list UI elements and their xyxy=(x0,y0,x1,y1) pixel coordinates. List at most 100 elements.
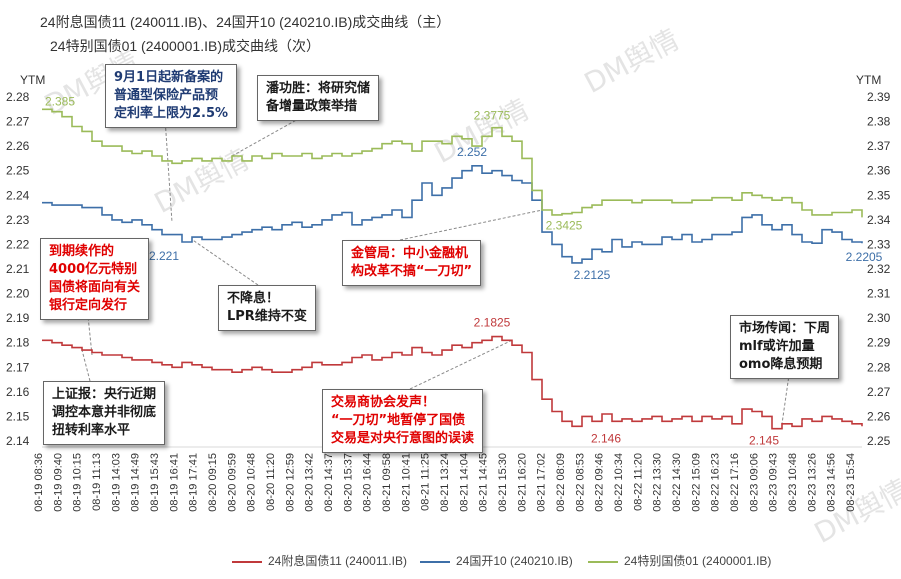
right-tick-label: 2.30 xyxy=(867,311,891,325)
chart-title-secondary: 24特别国债01 (2400001.IB)成交曲线（次） xyxy=(50,38,320,54)
data-label: 2.2205 xyxy=(846,250,883,264)
x-tick-label: 08-22 09:46 xyxy=(594,453,606,512)
x-tick-label: 08-20 12:59 xyxy=(284,453,296,512)
callout-market-rumor: 市场传闻：下周 mlf或许加量 omo降息预期 xyxy=(730,315,840,379)
x-tick-label: 08-20 14:37 xyxy=(323,453,335,512)
left-tick-label: 2.23 xyxy=(6,213,30,227)
x-tick-label: 08-23 10:48 xyxy=(787,453,799,512)
left-tick-label: 2.16 xyxy=(6,385,30,399)
x-tick-label: 08-19 11:13 xyxy=(91,453,103,511)
callout-line: 潘功胜：将研究储 xyxy=(266,81,371,96)
x-tick-label: 08-21 10:41 xyxy=(400,453,412,512)
x-tick-label: 08-19 15:43 xyxy=(149,453,161,512)
legend-item-series-1: 24附息国债11 (240011.IB) xyxy=(232,552,407,569)
right-tick-label: 2.25 xyxy=(867,434,891,448)
callout-special-bond: 到期续作的 4000亿元特别 国债将面向有关 银行定向发行 xyxy=(40,238,150,320)
callout-line: 不降息！ xyxy=(227,291,280,306)
data-label: 2.145 xyxy=(749,434,779,448)
right-axis-title: YTM xyxy=(856,73,881,87)
x-tick-label: 08-23 15:54 xyxy=(845,453,857,512)
series-line-1 xyxy=(42,335,863,430)
left-tick-label: 2.28 xyxy=(6,90,30,104)
left-tick-label: 2.17 xyxy=(6,360,30,374)
right-tick-label: 2.28 xyxy=(867,360,891,374)
left-tick-label: 2.15 xyxy=(6,409,30,423)
right-tick-label: 2.29 xyxy=(867,336,891,350)
x-tick-label: 08-23 13:26 xyxy=(806,453,818,512)
callout-connector xyxy=(399,209,543,241)
x-tick-label: 08-21 13:24 xyxy=(439,453,451,512)
x-tick-label: 08-22 10:34 xyxy=(613,453,625,512)
x-tick-label: 08-22 08:09 xyxy=(555,453,567,512)
legend-label: 24国开10 (240210.IB) xyxy=(456,554,573,568)
callout-pan-gongsheng: 潘功胜：将研究储 备增量政策举措 xyxy=(257,75,380,121)
callout-line: 普通型保险产品预 xyxy=(114,88,219,103)
x-tick-label: 08-19 09:40 xyxy=(52,453,64,512)
x-tick-label: 08-20 15:37 xyxy=(342,453,354,512)
right-tick-label: 2.32 xyxy=(867,262,891,276)
callout-line: 到期续作的 xyxy=(49,244,115,259)
left-tick-label: 2.20 xyxy=(6,287,30,301)
data-label: 2.385 xyxy=(45,94,75,108)
callout-line: 扭转利率水平 xyxy=(52,423,131,438)
x-tick-label: 08-21 17:02 xyxy=(536,453,548,512)
callout-lpr: 不降息！ LPR维持不变 xyxy=(218,285,316,331)
x-tick-label: 08-21 16:20 xyxy=(516,453,528,512)
series-line-3 xyxy=(42,108,863,218)
callout-line: 银行定向发行 xyxy=(49,298,128,313)
x-tick-label: 08-21 11:25 xyxy=(420,453,432,511)
x-tick-label: 08-19 16:41 xyxy=(168,453,180,512)
callout-connector xyxy=(231,117,301,157)
callout-connector xyxy=(781,367,791,424)
legend-label: 24特别国债01 (2400001.IB) xyxy=(624,554,772,568)
right-tick-label: 2.36 xyxy=(867,164,891,178)
left-tick-label: 2.21 xyxy=(6,262,30,276)
left-tick-label: 2.27 xyxy=(6,115,30,129)
callout-line: omo降息预期 xyxy=(739,357,823,372)
callout-line: “一刀切”地暂停了国债 xyxy=(331,413,466,428)
callout-line: 国债将面向有关 xyxy=(49,280,141,295)
data-label: 2.221 xyxy=(149,249,179,263)
right-tick-label: 2.39 xyxy=(867,90,891,104)
right-tick-label: 2.27 xyxy=(867,385,891,399)
legend-swatch xyxy=(420,560,450,563)
x-tick-label: 08-19 14:49 xyxy=(130,453,142,512)
x-tick-label: 08-22 14:30 xyxy=(671,453,683,512)
x-tick-label: 08-20 16:44 xyxy=(362,453,374,512)
right-tick-label: 2.38 xyxy=(867,115,891,129)
callout-line: 4000亿元特别 xyxy=(49,262,138,277)
left-axis-title: YTM xyxy=(20,73,45,87)
callout-line: 交易是对央行意图的误读 xyxy=(331,431,475,446)
x-tick-label: 08-20 10:48 xyxy=(246,453,258,512)
callout-connector xyxy=(409,339,513,390)
callout-connector xyxy=(191,239,259,286)
data-label: 2.2125 xyxy=(574,268,611,282)
x-tick-label: 08-22 11:20 xyxy=(632,453,644,511)
x-tick-label: 08-22 15:09 xyxy=(690,453,702,512)
callout-line: 备增量政策举措 xyxy=(266,99,358,114)
data-label: 2.146 xyxy=(591,431,621,445)
right-tick-label: 2.35 xyxy=(867,188,891,202)
callout-line: 上证报：央行近期 xyxy=(52,387,157,402)
left-tick-label: 2.22 xyxy=(6,237,30,251)
data-label: 2.3775 xyxy=(474,109,511,123)
x-tick-label: 08-20 09:15 xyxy=(207,453,219,512)
legend-swatch xyxy=(588,560,618,563)
callout-sse-news: 上证报：央行近期 调控本意并非彻底 扭转利率水平 xyxy=(43,381,166,445)
x-tick-label: 08-21 14:45 xyxy=(478,453,490,512)
legend-label: 24附息国债11 (240011.IB) xyxy=(268,554,407,568)
x-tick-label: 08-22 17:16 xyxy=(729,453,741,512)
chart-title-primary: 24附息国债11 (240011.IB)、24国开10 (240210.IB)成… xyxy=(40,14,451,30)
x-tick-label: 08-21 14:04 xyxy=(458,453,470,512)
x-tick-label: 08-19 08:36 xyxy=(33,453,45,512)
x-tick-label: 08-22 16:23 xyxy=(710,453,722,512)
right-tick-label: 2.31 xyxy=(867,287,891,301)
callout-line: 9月1日起新备案的 xyxy=(114,70,224,85)
legend-item-series-3: 24特别国债01 (2400001.IB) xyxy=(588,552,771,569)
data-label: 2.3425 xyxy=(546,219,583,233)
callout-connector xyxy=(164,117,173,223)
legend-swatch xyxy=(232,560,262,563)
left-tick-label: 2.26 xyxy=(6,139,30,153)
left-tick-label: 2.24 xyxy=(6,188,30,202)
